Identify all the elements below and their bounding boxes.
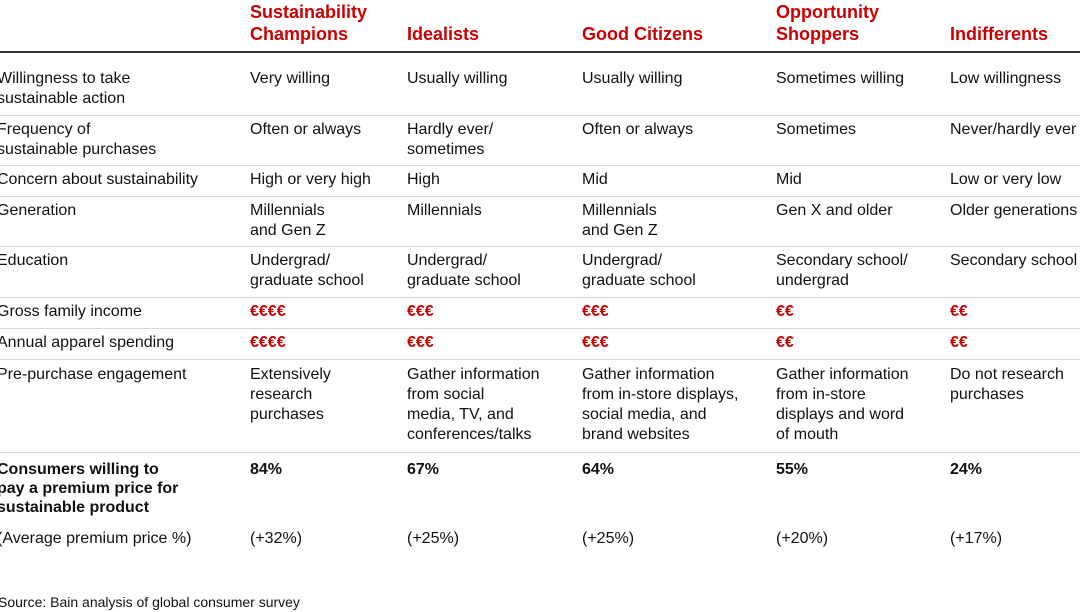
table-cell: Undergrad/ graduate school — [250, 252, 364, 289]
row-separator — [0, 452, 1080, 453]
table-cell: Gather information from in-store display… — [776, 366, 909, 443]
table-cell: Undergrad/ graduate school — [407, 252, 521, 289]
table-cell: €€€ — [582, 334, 609, 351]
table-cell: €€€ — [582, 303, 609, 320]
table-cell: Millennials — [407, 202, 482, 219]
column-header: Idealists — [407, 24, 480, 44]
table-cell: (+17%) — [950, 530, 1003, 547]
table-cell: €€ — [950, 303, 968, 320]
row-separator — [0, 328, 1080, 329]
table-cell: Extensively research purchases — [250, 366, 331, 423]
table-cell: €€ — [776, 334, 794, 351]
row-label: Frequency of sustainable purchases — [0, 121, 157, 158]
table-cell: €€ — [776, 303, 794, 320]
row-separator — [0, 165, 1080, 166]
table-cell: Older generations — [950, 202, 1078, 219]
row-separator — [0, 297, 1080, 298]
table-cell: Undergrad/ graduate school — [582, 252, 696, 289]
row-label: Willingness to take sustainable action — [0, 70, 131, 107]
table-cell: (+20%) — [776, 530, 829, 547]
table-cell: Low willingness — [950, 70, 1062, 87]
table-cell: Mid — [582, 171, 608, 188]
table-cell: 55% — [776, 461, 809, 478]
table-cell: Sometimes — [776, 121, 857, 138]
row-separator — [0, 115, 1080, 116]
table-cell: Gather information from social media, TV… — [407, 366, 540, 443]
row-label: Pre-purchase engagement — [0, 366, 187, 383]
column-header: Opportunity Shoppers — [776, 2, 879, 44]
row-separator — [0, 359, 1080, 360]
table-cell: Mid — [776, 171, 802, 188]
row-label: Gross family income — [0, 303, 142, 320]
header-rule — [0, 51, 1080, 53]
row-label: Annual apparel spending — [0, 334, 175, 351]
source-note: Source: Bain analysis of global consumer… — [0, 594, 300, 610]
table-cell: (+25%) — [582, 530, 635, 547]
row-separator — [0, 196, 1080, 197]
table-cell: Millennials and Gen Z — [250, 202, 326, 239]
table-cell: Never/hardly ever — [950, 121, 1077, 138]
row-label: Consumers willing to pay a premium price… — [0, 461, 179, 516]
column-header: Good Citizens — [582, 24, 703, 44]
table-cell: 67% — [407, 461, 440, 478]
table-cell: Do not research purchases — [950, 366, 1064, 403]
row-label: Generation — [0, 202, 77, 219]
table-cell: €€€€ — [250, 334, 286, 351]
row-label: Education — [0, 252, 69, 269]
table-cell: €€€€ — [250, 303, 286, 320]
row-separator — [0, 246, 1080, 247]
table-cell: Often or always — [582, 121, 694, 138]
table-cell: 64% — [582, 461, 615, 478]
table-cell: Millennials and Gen Z — [582, 202, 658, 239]
table-cell: €€€ — [407, 334, 434, 351]
table-cell: (+25%) — [407, 530, 460, 547]
table-cell: €€€ — [407, 303, 434, 320]
table-cell: Gather information from in-store display… — [582, 366, 739, 443]
table-cell: Sometimes willing — [776, 70, 905, 87]
table-cell: Often or always — [250, 121, 362, 138]
column-header: Indifferents — [950, 24, 1049, 44]
table-cell: Very willing — [250, 70, 331, 87]
table-cell: High or very high — [250, 171, 371, 188]
table-cell: Gen X and older — [776, 202, 893, 219]
row-label: (Average premium price %) — [0, 530, 192, 547]
table-cell: Usually willing — [582, 70, 683, 87]
table-cell: 84% — [250, 461, 283, 478]
table-cell: Hardly ever/ sometimes — [407, 121, 494, 158]
table-cell: High — [407, 171, 440, 188]
table-cell: Secondary school/ undergrad — [776, 252, 908, 289]
table-cell: (+32%) — [250, 530, 303, 547]
row-label: Concern about sustainability — [0, 171, 199, 188]
table-cell: Usually willing — [407, 70, 508, 87]
table-cell: 24% — [950, 461, 983, 478]
table-cell: Secondary school — [950, 252, 1078, 269]
table-cell: Low or very low — [950, 171, 1062, 188]
table-cell: €€ — [950, 334, 968, 351]
column-header: Sustainability Champions — [250, 2, 368, 44]
